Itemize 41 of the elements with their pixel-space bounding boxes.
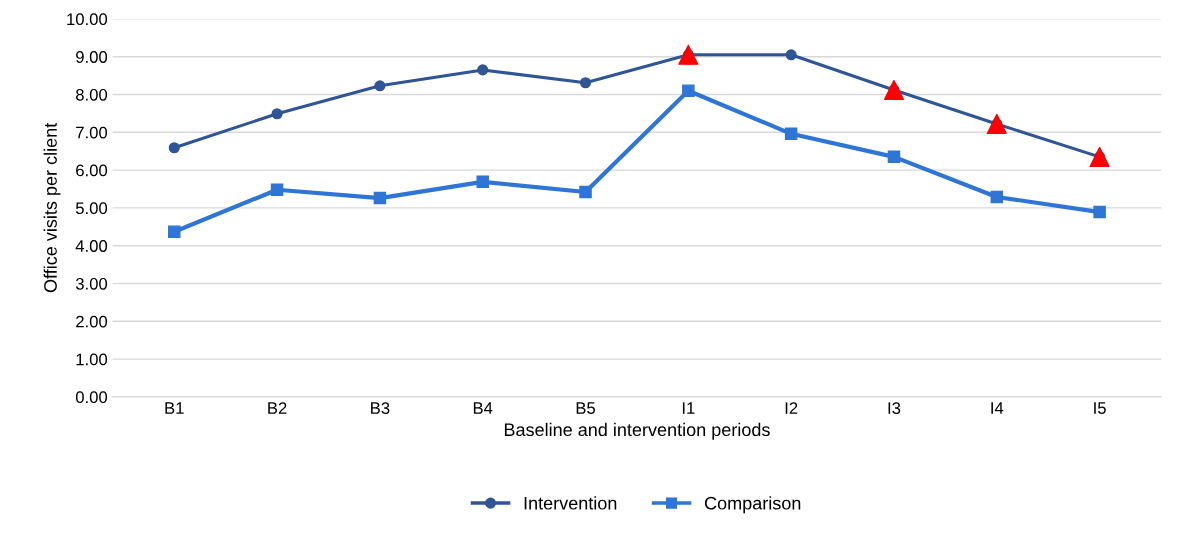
y-tick-label: 10.00 — [67, 13, 108, 26]
point — [168, 142, 180, 154]
x-tick-label: B2 — [268, 402, 287, 414]
x-tick-label: I4 — [991, 402, 1004, 414]
y-tick-label: 8.00 — [76, 88, 108, 101]
y-tick-label: 3.00 — [75, 277, 108, 290]
point — [270, 183, 284, 197]
x-tick-label: B3 — [371, 402, 390, 414]
x-tick-label: I3 — [888, 402, 901, 414]
x-tick-label: B4 — [473, 402, 493, 414]
point — [271, 108, 283, 120]
point — [1093, 205, 1106, 219]
y-tick-label: 9.00 — [76, 51, 108, 63]
legend-label: Comparison — [704, 496, 801, 514]
y-tick-label: 0.00 — [75, 391, 108, 404]
y-tick-label: 1.00 — [76, 353, 108, 366]
point — [784, 127, 798, 141]
y-tick-label: 2.00 — [76, 315, 108, 328]
point — [168, 225, 181, 238]
point — [682, 84, 695, 97]
point — [374, 80, 386, 92]
y-axis-title: Office visits per client — [43, 122, 61, 293]
point — [579, 185, 592, 199]
x-tick-label: I5 — [1094, 402, 1106, 414]
y-tick-label: 4.00 — [75, 240, 108, 252]
point — [990, 190, 1004, 204]
x-tick-label: B5 — [576, 402, 596, 414]
point — [579, 77, 592, 89]
y-tick-label: 6.00 — [76, 164, 108, 177]
x-tick-label: I1 — [682, 402, 695, 414]
point — [476, 175, 489, 189]
x-tick-label: B1 — [165, 402, 184, 414]
legend-label: Intervention — [524, 496, 617, 510]
y-tick-label: 7.00 — [76, 126, 108, 139]
x-tick-label: I2 — [785, 402, 798, 414]
point — [785, 49, 797, 61]
x-axis-title: Baseline and intervention periods — [504, 422, 770, 440]
y-tick-label: 5.00 — [75, 202, 108, 215]
point — [477, 64, 489, 76]
point — [887, 150, 901, 164]
point — [373, 191, 387, 205]
